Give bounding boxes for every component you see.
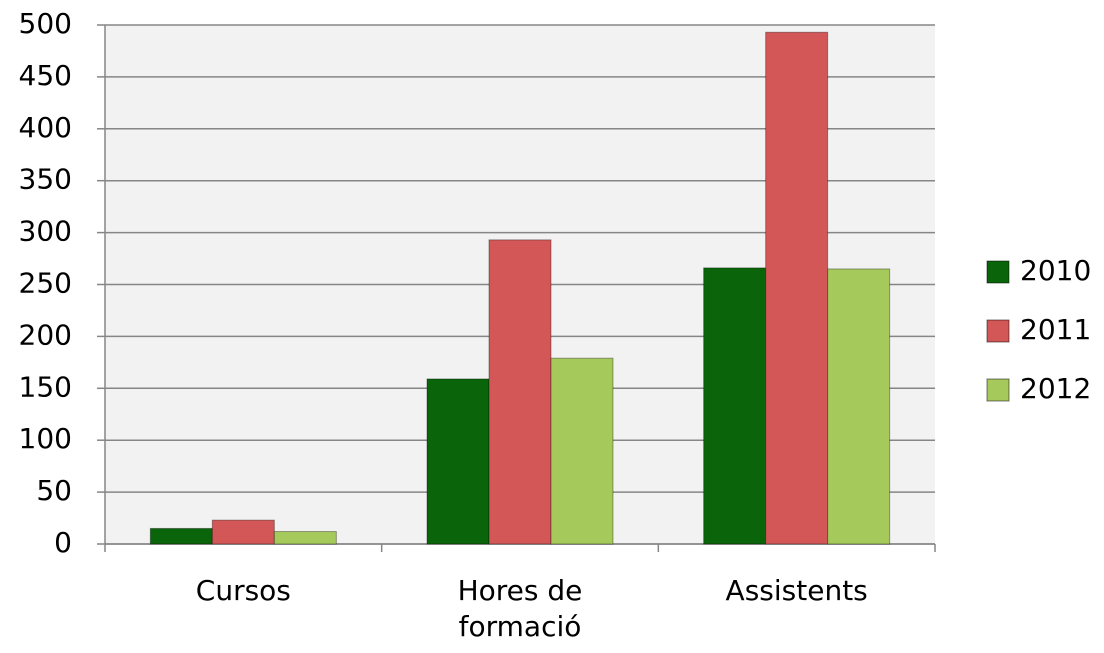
- y-tick-label: 500: [19, 7, 72, 40]
- bar: [149, 527, 213, 545]
- bar: [550, 357, 614, 545]
- legend-label: 2011: [1020, 313, 1091, 346]
- y-tick-label: 50: [36, 474, 72, 507]
- x-tick-label: Hores de formació: [457, 574, 583, 643]
- bar: [211, 519, 275, 545]
- y-tick-label: 300: [19, 215, 72, 248]
- y-tick-label: 200: [19, 318, 72, 351]
- bar: [273, 531, 337, 545]
- x-tick-label: Cursos: [195, 574, 291, 607]
- legend-swatch: [986, 319, 1010, 343]
- bar: [703, 267, 767, 545]
- y-tick-label: 150: [19, 370, 72, 403]
- legend-label: 2010: [1020, 254, 1091, 287]
- bar: [765, 31, 829, 545]
- y-tick-label: 400: [19, 111, 72, 144]
- y-tick-label: 450: [19, 59, 72, 92]
- y-tick-label: 0: [54, 526, 72, 559]
- x-tick-label: Assistents: [725, 574, 868, 607]
- y-tick-label: 250: [19, 267, 72, 300]
- bar: [488, 239, 552, 545]
- legend-label: 2012: [1020, 372, 1091, 405]
- y-tick-label: 350: [19, 163, 72, 196]
- y-tick-label: 100: [19, 422, 72, 455]
- bar: [426, 378, 490, 545]
- legend-swatch: [986, 378, 1010, 402]
- legend-swatch: [986, 260, 1010, 284]
- bar: [827, 268, 891, 545]
